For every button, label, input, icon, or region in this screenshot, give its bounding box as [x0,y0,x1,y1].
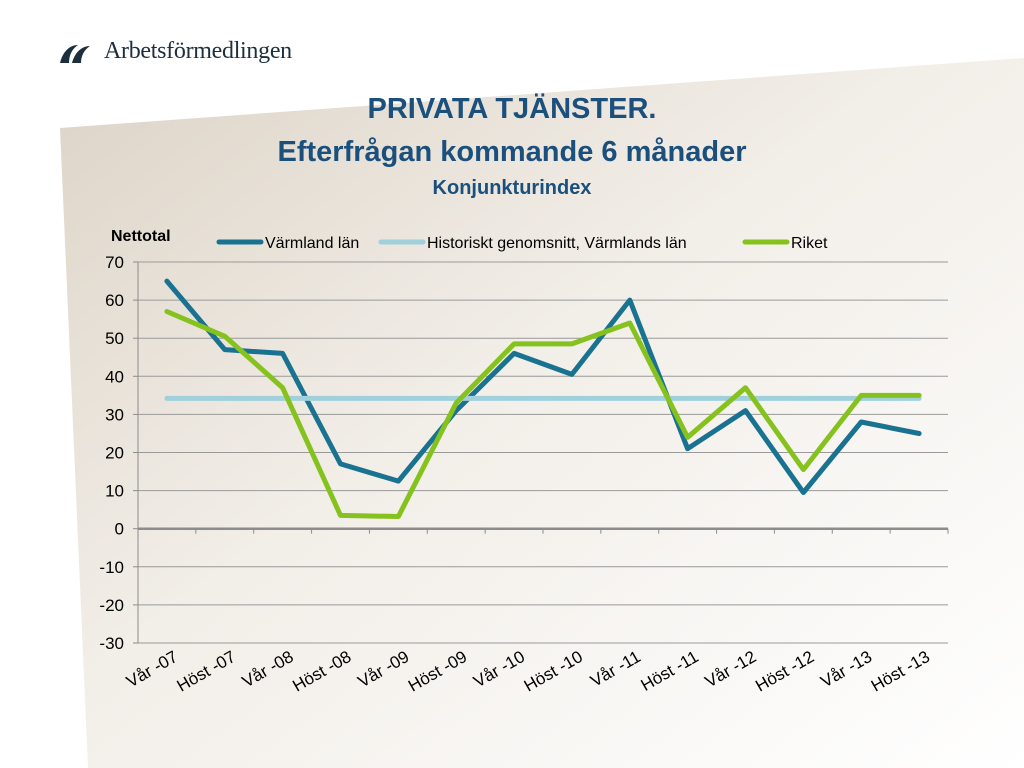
chart-subtitle: Efterfrågan kommande 6 månader [277,136,747,168]
y-tick-label: 70 [105,253,124,272]
legend-label: Värmland län [265,235,359,252]
chart-subsubtitle: Konjunkturindex [432,177,592,199]
y-tick-label: -20 [99,596,124,615]
y-axis-title: Nettotal [111,228,171,245]
series-line-2 [164,309,922,519]
y-tick-label: 20 [105,444,124,463]
brand-logo: Arbetsförmedlingen [58,38,292,65]
series-line-0 [164,278,922,495]
x-tick-label: Vår -11 [587,647,644,691]
y-tick-label: 40 [105,367,124,386]
legend-label: Riket [791,235,828,252]
x-tick-label: Höst -10 [521,647,586,696]
x-tick-label: Vår -07 [123,647,181,691]
x-tick-label: Höst -13 [868,647,933,696]
y-tick-label: 30 [105,405,124,424]
x-tick-label: Vår -08 [239,647,297,691]
x-tick-label: Vår -12 [702,647,760,691]
y-tick-label: 60 [105,291,124,310]
chart-title: PRIVATA TJÄNSTER. [367,93,657,125]
x-tick-label: Vår -09 [355,647,413,691]
y-tick-label: -30 [99,634,124,653]
x-tick-label: Vår -10 [470,647,528,691]
x-tick-label: Höst -07 [174,647,239,696]
y-tick-label: 50 [105,329,124,348]
x-tick-label: Höst -09 [405,647,470,696]
x-tick-label: Höst -11 [638,647,702,695]
x-tick-label: Höst -08 [289,647,354,696]
y-tick-label: 10 [105,482,124,501]
x-tick-label: Vår -13 [817,647,875,691]
y-tick-label: 0 [115,520,124,539]
y-tick-label: -10 [99,558,124,577]
brand-name: Arbetsförmedlingen [104,38,292,64]
logo-icon [60,44,90,63]
x-tick-label: Höst -12 [752,647,817,696]
legend-label: Historiskt genomsnitt, Värmlands län [427,235,687,252]
